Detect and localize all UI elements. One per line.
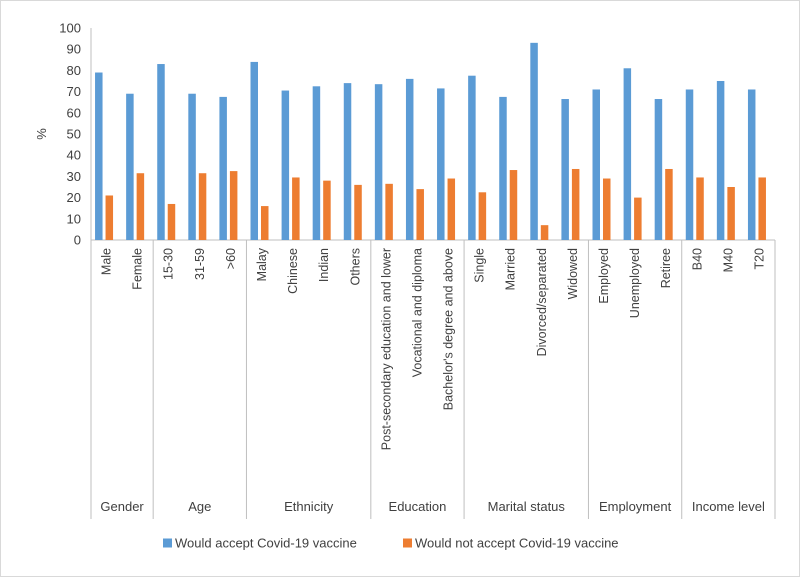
category-label: Married	[504, 248, 518, 290]
bar-accept	[343, 83, 352, 241]
legend-label: Would accept Covid-19 vaccine	[175, 536, 357, 551]
bar-not-accept	[634, 197, 642, 240]
bar-not-accept	[758, 177, 766, 240]
y-tick-label: 70	[67, 84, 81, 99]
y-axis-label: %	[34, 128, 49, 140]
bar-accept	[157, 64, 165, 240]
bar-accept	[561, 99, 569, 241]
category-label: Vocational and diploma	[410, 248, 424, 377]
bar-accept	[374, 84, 383, 241]
bar-not-accept	[571, 168, 580, 240]
category-label: Indian	[317, 248, 331, 282]
bar-accept	[716, 81, 725, 240]
category-label: Divorced/separated	[535, 248, 549, 356]
bar-not-accept	[727, 187, 735, 240]
bar-not-accept	[292, 177, 300, 240]
category-label: Chinese	[286, 248, 300, 294]
group-label: Employment	[599, 499, 672, 514]
category-label: >60	[224, 248, 238, 269]
legend-swatch	[403, 538, 412, 548]
bar-not-accept	[603, 178, 611, 240]
bar-accept	[281, 90, 290, 240]
group-label: Gender	[100, 499, 144, 514]
bar-not-accept	[354, 184, 362, 240]
bar-not-accept	[229, 171, 238, 240]
bar-accept	[405, 78, 414, 240]
y-tick-label: 40	[67, 148, 81, 163]
bar-not-accept	[416, 189, 424, 240]
bar-not-accept	[136, 173, 145, 240]
bar-accept	[747, 89, 756, 240]
category-label: 31-59	[193, 248, 207, 280]
bar-accept	[592, 89, 600, 240]
category-label: Bachelor's degree and above	[442, 248, 456, 410]
bar-accept	[219, 96, 227, 241]
bar-not-accept	[261, 206, 269, 240]
y-tick-label: 90	[67, 42, 81, 57]
y-tick-label: 10	[67, 211, 81, 226]
group-label: Marital status	[488, 499, 566, 514]
category-label: M40	[721, 248, 735, 272]
y-tick-label: 80	[67, 63, 81, 78]
bar-accept	[312, 86, 321, 240]
bar-accept	[437, 88, 445, 240]
bar-accept	[623, 68, 632, 240]
category-label: T20	[752, 248, 766, 270]
group-label: Ethnicity	[284, 499, 334, 514]
bar-accept	[654, 99, 663, 241]
category-label: Single	[473, 248, 487, 283]
category-label: Others	[348, 248, 362, 286]
bar-accept	[95, 72, 103, 241]
bar-accept	[188, 93, 196, 240]
category-label: Malay	[255, 247, 269, 281]
y-tick-label: 0	[74, 233, 81, 248]
legend-label: Would not accept Covid-19 vaccine	[415, 536, 619, 551]
bar-not-accept	[696, 177, 704, 240]
bar-not-accept	[478, 192, 487, 240]
bar-accept	[126, 93, 134, 240]
bar-accept	[250, 61, 258, 240]
category-label: B40	[690, 248, 704, 270]
bar-accept	[468, 75, 476, 240]
bar-not-accept	[665, 168, 673, 240]
bar-not-accept	[167, 203, 176, 240]
bar-not-accept	[198, 173, 207, 240]
y-tick-label: 50	[67, 127, 81, 142]
category-label: Retiree	[659, 248, 673, 288]
y-tick-label: 60	[67, 105, 81, 120]
category-label: Employed	[597, 248, 611, 304]
category-label: Widowed	[566, 248, 580, 299]
group-label: Age	[188, 499, 211, 514]
y-tick-label: 100	[59, 21, 81, 36]
legend-swatch	[163, 538, 172, 548]
bar-not-accept	[540, 225, 549, 240]
bar-not-accept	[105, 195, 114, 240]
bar-accept	[530, 42, 538, 241]
bar-not-accept	[385, 183, 393, 240]
bar-accept	[685, 89, 694, 240]
group-label: Income level	[692, 499, 765, 514]
y-tick-label: 20	[67, 190, 81, 205]
category-label: Post-secondary education and lower	[379, 248, 393, 450]
category-label: Unemployed	[628, 248, 642, 318]
category-label: 15-30	[162, 248, 176, 280]
category-label: Male	[100, 248, 114, 275]
group-label: Education	[389, 499, 447, 514]
y-tick-label: 30	[67, 169, 81, 184]
category-label: Female	[131, 248, 145, 290]
bar-accept	[499, 96, 507, 241]
bar-not-accept	[447, 178, 456, 240]
bar-not-accept	[323, 180, 331, 240]
bar-not-accept	[509, 170, 518, 240]
